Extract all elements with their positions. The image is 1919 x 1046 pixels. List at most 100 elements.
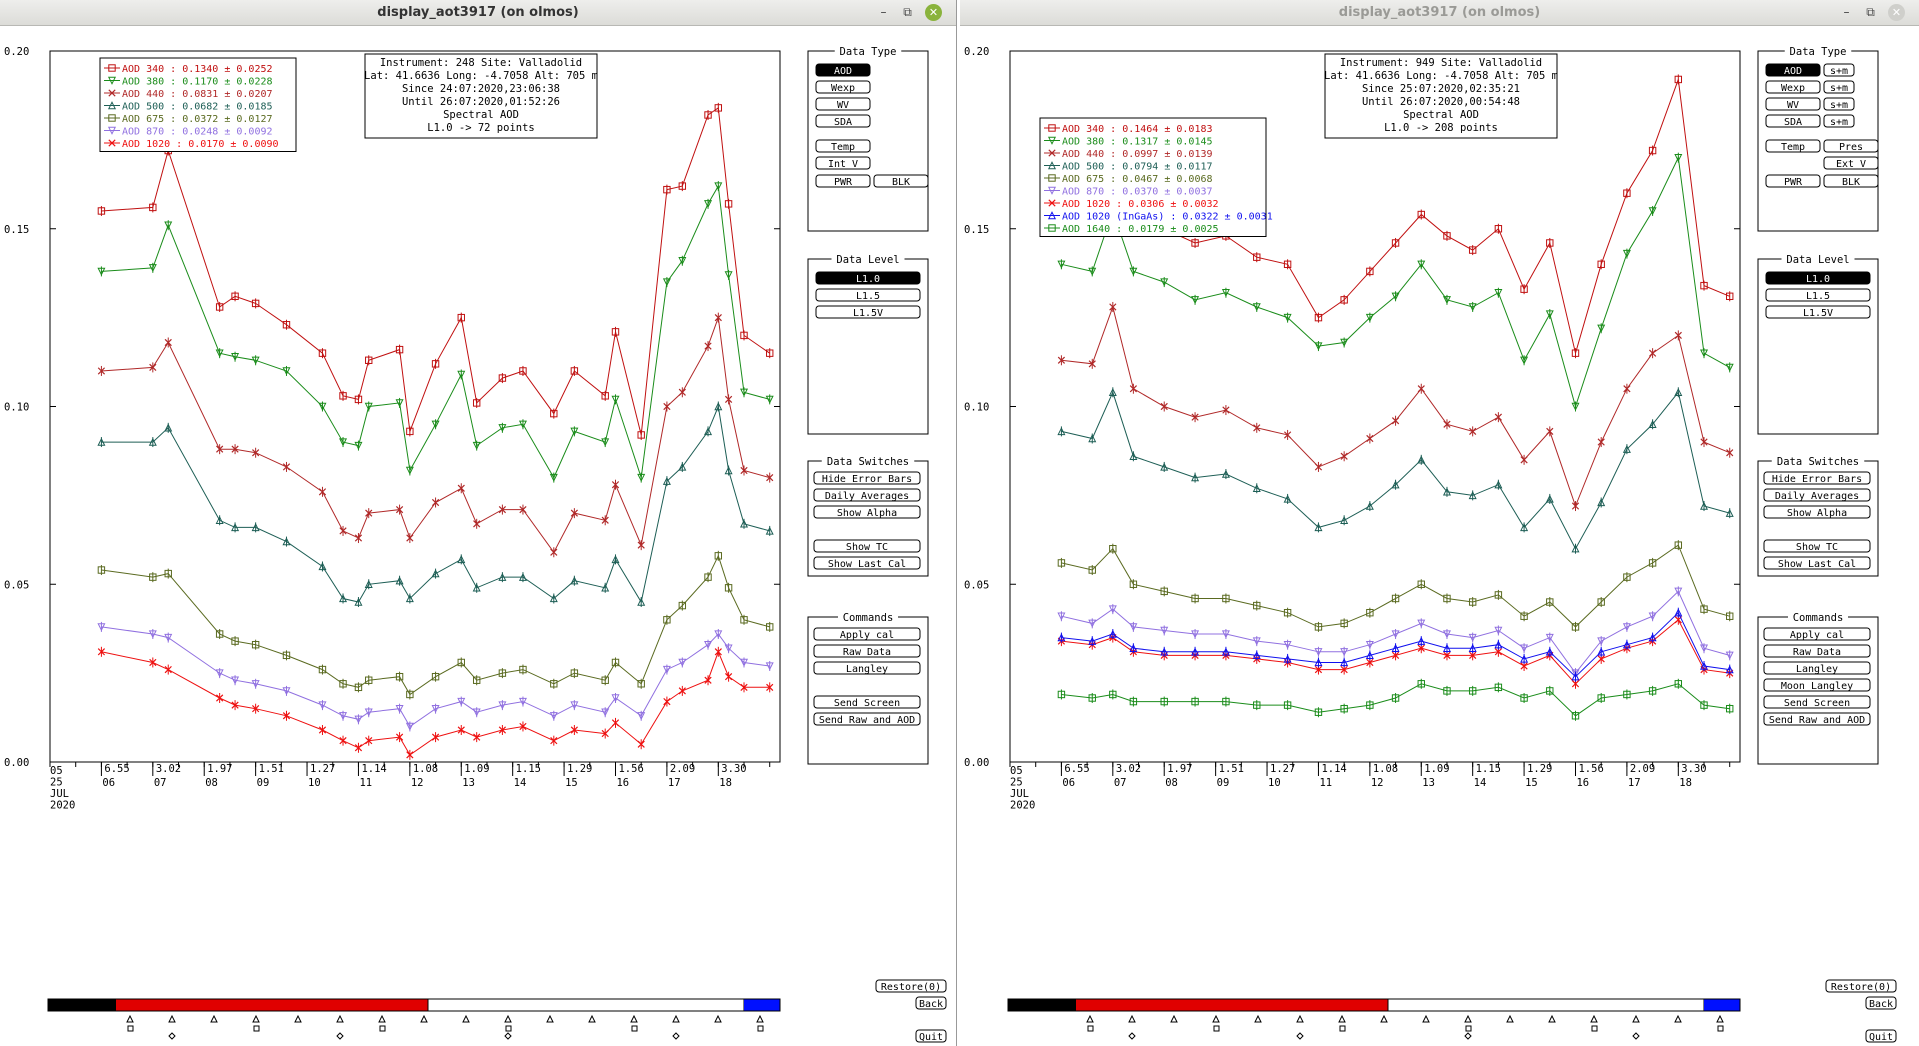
switch-show-last-cal-button[interactable]: Show Last Cal — [1763, 556, 1871, 570]
data-type-temp-button[interactable]: Temp — [815, 139, 871, 153]
timeline-frame[interactable] — [47, 998, 781, 1012]
button-frame[interactable] — [1763, 712, 1871, 726]
data-level-l1-0-button[interactable]: L1.0 — [815, 271, 921, 285]
command-moon-langley-button[interactable]: Moon Langley — [1763, 678, 1871, 692]
button-frame[interactable] — [815, 174, 871, 188]
switch-daily-averages-button[interactable]: Daily Averages — [813, 488, 921, 502]
sm-toggle-button[interactable]: s+m — [1823, 80, 1855, 94]
button-frame[interactable] — [815, 97, 871, 111]
button-frame[interactable] — [1823, 63, 1855, 77]
switch-hide-error-bars-button[interactable]: Hide Error Bars — [1763, 471, 1871, 485]
switch-daily-averages-button[interactable]: Daily Averages — [1763, 488, 1871, 502]
data-type-sda-button[interactable]: SDA — [815, 114, 871, 128]
data-type-int-v-button[interactable]: Int V — [815, 156, 871, 170]
switch-show-tc-button[interactable]: Show TC — [1763, 539, 1871, 553]
button-frame[interactable] — [815, 63, 871, 77]
pwr-button[interactable]: PWR — [815, 174, 871, 188]
button-frame[interactable] — [813, 627, 921, 641]
button-frame[interactable] — [813, 505, 921, 519]
button-frame[interactable] — [1763, 505, 1871, 519]
button-frame[interactable] — [1865, 996, 1897, 1010]
button-frame[interactable] — [815, 305, 921, 319]
restore-window-button[interactable]: ⧉ — [1866, 5, 1875, 19]
switch-show-tc-button[interactable]: Show TC — [813, 539, 921, 553]
button-frame[interactable] — [1765, 174, 1821, 188]
data-type-sda-button[interactable]: SDA — [1765, 114, 1821, 128]
data-level-l1-5-button[interactable]: L1.5 — [1765, 288, 1871, 302]
data-type-temp-button[interactable]: Temp — [1765, 139, 1821, 153]
pwr-button[interactable]: PWR — [1765, 174, 1821, 188]
button-frame[interactable] — [813, 539, 921, 553]
sm-toggle-button[interactable]: s+m — [1823, 114, 1855, 128]
data-level-l1-5-button[interactable]: L1.5 — [815, 288, 921, 302]
button-frame[interactable] — [1765, 97, 1821, 111]
data-type-wv-button[interactable]: WV — [1765, 97, 1821, 111]
button-frame[interactable] — [1823, 174, 1879, 188]
back-button[interactable]: Back — [1865, 996, 1897, 1010]
data-level-l1-5v-button[interactable]: L1.5V — [815, 305, 921, 319]
command-raw-data-button[interactable]: Raw Data — [1763, 644, 1871, 658]
button-frame[interactable] — [1765, 63, 1821, 77]
button-frame[interactable] — [1823, 114, 1855, 128]
button-frame[interactable] — [1825, 979, 1897, 993]
switch-show-alpha-button[interactable]: Show Alpha — [813, 505, 921, 519]
data-level-l1-5v-button[interactable]: L1.5V — [1765, 305, 1871, 319]
restore-button[interactable]: Restore(0) — [1825, 979, 1897, 993]
data-type-ext-v-button[interactable]: Ext V — [1823, 156, 1879, 170]
button-frame[interactable] — [1765, 288, 1871, 302]
command-raw-data-button[interactable]: Raw Data — [813, 644, 921, 658]
command-send-raw-and-aod-button[interactable]: Send Raw and AOD — [813, 712, 921, 726]
button-frame[interactable] — [1823, 80, 1855, 94]
data-type-wv-button[interactable]: WV — [815, 97, 871, 111]
title-bar[interactable]: display_aot3917 (on olmos) – ⧉ ✕ — [0, 0, 956, 26]
button-frame[interactable] — [1765, 305, 1871, 319]
data-type-aod-button[interactable]: AOD — [1765, 63, 1821, 77]
quit-button[interactable]: Quit — [915, 1029, 947, 1043]
button-frame[interactable] — [813, 712, 921, 726]
sm-toggle-button[interactable]: s+m — [1823, 63, 1855, 77]
button-frame[interactable] — [1763, 488, 1871, 502]
button-frame[interactable] — [1763, 539, 1871, 553]
restore-window-button[interactable]: ⧉ — [903, 5, 912, 19]
button-frame[interactable] — [873, 174, 929, 188]
command-send-screen-button[interactable]: Send Screen — [1763, 695, 1871, 709]
button-frame[interactable] — [815, 288, 921, 302]
data-type-wexp-button[interactable]: Wexp — [815, 80, 871, 94]
command-apply-cal-button[interactable]: Apply cal — [1763, 627, 1871, 641]
blk-button[interactable]: BLK — [873, 174, 929, 188]
button-frame[interactable] — [1823, 156, 1879, 170]
minimize-button[interactable]: – — [1843, 5, 1850, 19]
data-type-pres-button[interactable]: Pres — [1823, 139, 1879, 153]
button-frame[interactable] — [813, 661, 921, 675]
button-frame[interactable] — [815, 156, 871, 170]
button-frame[interactable] — [1763, 644, 1871, 658]
restore-button[interactable]: Restore(0) — [875, 979, 947, 993]
button-frame[interactable] — [1765, 139, 1821, 153]
button-frame[interactable] — [1763, 695, 1871, 709]
sm-toggle-button[interactable]: s+m — [1823, 97, 1855, 111]
minimize-button[interactable]: – — [880, 5, 887, 19]
button-frame[interactable] — [813, 471, 921, 485]
switch-hide-error-bars-button[interactable]: Hide Error Bars — [813, 471, 921, 485]
timeline-frame[interactable] — [1007, 998, 1741, 1012]
data-type-wexp-button[interactable]: Wexp — [1765, 80, 1821, 94]
button-frame[interactable] — [1865, 1029, 1897, 1043]
button-frame[interactable] — [915, 1029, 947, 1043]
button-frame[interactable] — [813, 556, 921, 570]
button-frame[interactable] — [813, 695, 921, 709]
button-frame[interactable] — [915, 996, 947, 1010]
switch-show-alpha-button[interactable]: Show Alpha — [1763, 505, 1871, 519]
command-langley-button[interactable]: Langley — [1763, 661, 1871, 675]
back-button[interactable]: Back — [915, 996, 947, 1010]
title-bar[interactable]: display_aot3917 (on olmos) – ⧉ ✕ — [960, 0, 1919, 26]
button-frame[interactable] — [1765, 114, 1821, 128]
button-frame[interactable] — [1823, 139, 1879, 153]
button-frame[interactable] — [1763, 661, 1871, 675]
button-frame[interactable] — [1823, 97, 1855, 111]
blk-button[interactable]: BLK — [1823, 174, 1879, 188]
command-send-screen-button[interactable]: Send Screen — [813, 695, 921, 709]
button-frame[interactable] — [1763, 678, 1871, 692]
data-level-l1-0-button[interactable]: L1.0 — [1765, 271, 1871, 285]
quit-button[interactable]: Quit — [1865, 1029, 1897, 1043]
data-type-aod-button[interactable]: AOD — [815, 63, 871, 77]
